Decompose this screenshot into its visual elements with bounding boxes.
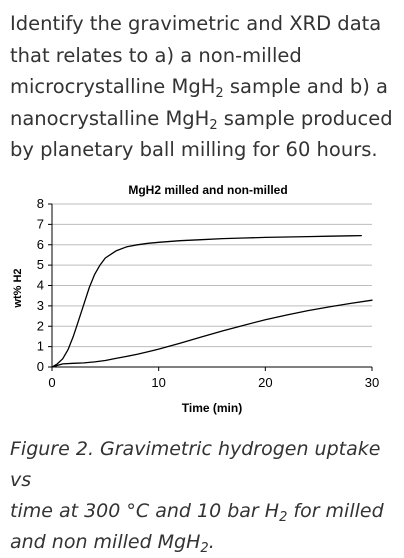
- y-tick-label: 1: [37, 339, 44, 354]
- caption-line-3: and non milled MgH2.: [10, 531, 215, 556]
- question-line-3: microcrystalline MgH2 sample and b) a: [10, 75, 388, 101]
- y-tick-label: 8: [37, 196, 44, 211]
- series-line-1: [51, 234, 362, 368]
- question-text: Identify the gravimetric and XRD data th…: [10, 8, 398, 166]
- x-tick-label: 20: [258, 375, 272, 390]
- grid-lines: [52, 203, 372, 368]
- x-axis-label: Time (min): [182, 401, 242, 415]
- question-line-5: by planetary ball milling for 60 hours.: [10, 138, 378, 161]
- x-axis: 0 10 20 30: [48, 366, 379, 390]
- x-tick-label: 30: [365, 375, 379, 390]
- series-line-2: [51, 299, 373, 368]
- x-tick-label: 10: [151, 375, 165, 390]
- chart-title: MgH2 milled and non-milled: [128, 183, 287, 197]
- y-tick-label: 4: [37, 278, 44, 293]
- x-tick-label: 0: [48, 375, 55, 390]
- y-tick-label: 7: [37, 216, 44, 231]
- y-tick-label: 0: [37, 359, 44, 374]
- y-tick-label: 6: [37, 237, 44, 252]
- question-line-1: Identify the gravimetric and XRD data: [10, 12, 382, 35]
- y-tick-label: 5: [37, 257, 44, 272]
- y-axis-label: wt% H2: [12, 268, 24, 308]
- question-line-2: that relates to a) a non-milled: [10, 43, 302, 67]
- question-line-4: nanocrystalline MgH2 sample produced: [10, 106, 393, 133]
- caption-line-1: Figure 2. Gravimetric hydrogen uptake vs: [10, 438, 381, 491]
- series-group: [51, 234, 373, 368]
- y-tick-label: 2: [37, 318, 44, 333]
- y-tick-label: 3: [37, 298, 44, 313]
- caption-line-2: time at 300 °C and 10 bar H2 for milled: [10, 500, 384, 525]
- figure-caption: Figure 2. Gravimetric hydrogen uptake vs…: [10, 434, 398, 558]
- chart: MgH2 milled and non-milled 0 1 2 3 4 5 6 7 8 0 10…: [12, 183, 379, 415]
- y-axis: 0 1 2 3 4 5 6 7 8: [37, 196, 53, 374]
